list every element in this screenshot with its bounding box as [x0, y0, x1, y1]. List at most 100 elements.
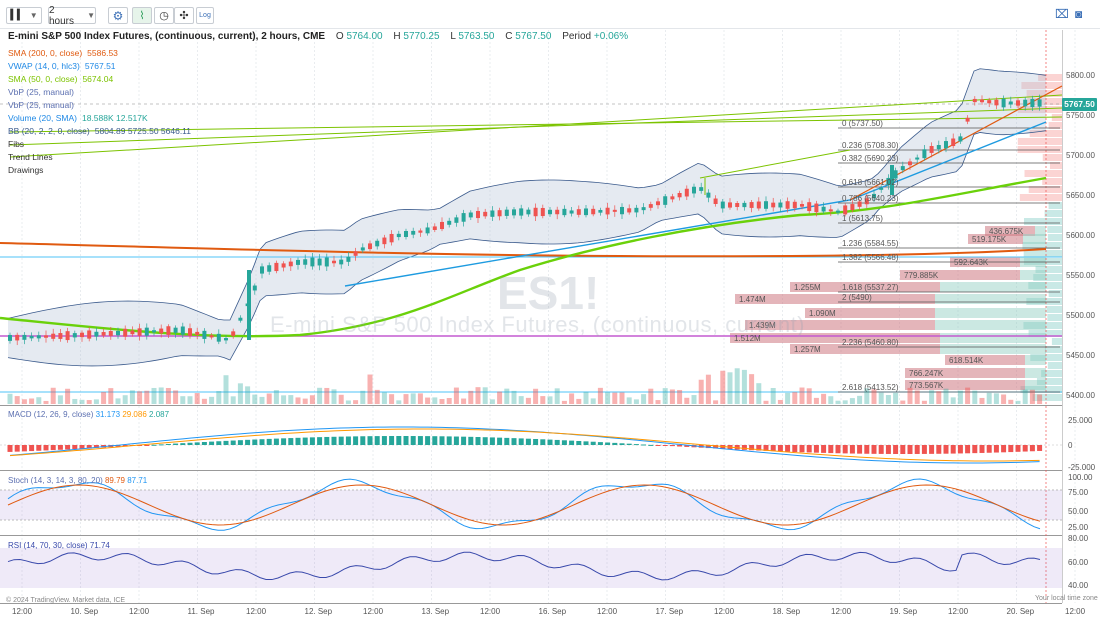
settings-button[interactable]: ⚙ [108, 7, 128, 24]
legend-sma200[interactable]: SMA (200, 0, close) 5586.53 [8, 48, 123, 58]
macd-histogram-bar [792, 445, 798, 452]
macd-axis-label: -25.000 [1068, 463, 1096, 472]
vbp-bar [1051, 338, 1062, 345]
volume-bar [612, 392, 618, 404]
compare-button[interactable]: ✣ [174, 7, 194, 24]
macd-histogram-bar [432, 436, 438, 445]
fib-level-label: 1.236 (5584.55) [842, 239, 899, 248]
legend-trend-lines[interactable]: Trend Lines [8, 152, 58, 162]
macd-histogram-bar [713, 445, 719, 449]
vbp-bar [945, 355, 1025, 365]
log-scale-button[interactable]: Log [196, 7, 214, 24]
rsi-axis-label: 60.00 [1068, 558, 1089, 567]
volume-bar [345, 400, 351, 404]
volume-bar [943, 388, 949, 404]
volume-bar [641, 394, 647, 404]
candle-body [339, 259, 344, 265]
candle-body [252, 285, 257, 291]
vbp-bar [940, 344, 1046, 354]
volume-bar [518, 396, 524, 404]
macd-label: MACD (12, 26, 9, close) [8, 410, 94, 419]
candle-body [173, 327, 178, 333]
macd-histogram-bar [907, 445, 913, 454]
legend-vwap[interactable]: VWAP (14, 0, hlc3) 5767.51 [8, 61, 121, 71]
candle-body [87, 330, 92, 339]
stoch-legend[interactable]: Stoch (14, 3, 14, 3, 80, 20) 89.79 87.71 [8, 476, 147, 485]
legend-fibs[interactable]: Fibs [8, 139, 29, 149]
vbp-label: 1.512M [734, 334, 761, 343]
candle-body [548, 209, 552, 215]
volume-bar [144, 390, 150, 404]
macd-histogram-bar [705, 445, 711, 449]
indicators-button[interactable]: ⌇ [132, 7, 152, 24]
interval-select[interactable]: 2 hours ▼ [48, 5, 96, 27]
macd-legend[interactable]: MACD (12, 26, 9, close) 31.173 29.086 2.… [8, 410, 169, 419]
chart-type-button[interactable]: ▍▍ ▼ [6, 7, 42, 24]
candle-body [915, 157, 920, 160]
volume-bar [137, 391, 143, 404]
volume-bar [273, 390, 279, 404]
volume-bar [878, 392, 884, 404]
vbp-bar [1027, 98, 1062, 105]
legend-bb[interactable]: BB (20, 2, 2, 0, close) 5804.89 5725.50 5… [8, 126, 196, 136]
volume-bar [727, 372, 733, 404]
volume-bar [432, 397, 438, 404]
candle-body [216, 333, 221, 342]
timezone-note[interactable]: Your local time zone [1035, 595, 1098, 602]
candle-body [519, 208, 524, 216]
bollinger-upper-line [7, 68, 1047, 321]
vbp-bar [1024, 170, 1062, 177]
macd-histogram-bar [619, 443, 625, 445]
close-value: 5767.50 [515, 31, 552, 42]
volume-bar [425, 397, 431, 404]
candle-body [382, 237, 387, 245]
candle-body [533, 207, 538, 217]
rsi-label: RSI (14, 70, 30, close) [8, 541, 88, 550]
fib-level-label: 0.618 (5661.02) [842, 178, 899, 187]
volume-bar [749, 374, 755, 404]
macd-histogram-bar [677, 445, 683, 447]
legend-volume[interactable]: Volume (20, SMA) 18.588K 12.517K [8, 113, 153, 123]
volume-bar [324, 387, 330, 404]
macd-histogram-bar [389, 436, 395, 445]
macd-histogram-bar [741, 445, 747, 450]
macd-histogram-bar [684, 445, 690, 447]
macd-histogram-bar [965, 445, 971, 454]
legend-vbp-2[interactable]: VbP (25, manual) [8, 100, 79, 110]
gear-icon: ⚙ [112, 8, 124, 23]
legend-vbp-1[interactable]: VbP (25, manual) [8, 87, 79, 97]
volume-bar [1037, 394, 1043, 404]
legend-sma50[interactable]: SMA (50, 0, close) 5674.04 [8, 74, 118, 84]
candle-body [821, 206, 826, 212]
legend-value: 5586.53 [87, 48, 118, 58]
replay-button[interactable]: ◷ [154, 7, 174, 24]
rsi-legend[interactable]: RSI (14, 70, 30, close) 71.74 [8, 541, 110, 550]
volume-bar [597, 387, 603, 404]
candle-body [893, 170, 898, 179]
macd-histogram-bar [273, 438, 279, 445]
candle-body [728, 202, 732, 208]
clear-icon[interactable]: ⌧ [1055, 7, 1069, 21]
macd-histogram-bar [194, 442, 200, 445]
macd-histogram-bar [173, 443, 179, 445]
macd-histogram-bar [295, 437, 301, 445]
vbp-bar [1028, 330, 1062, 337]
candle-body [260, 266, 264, 274]
volume-bar [389, 394, 395, 404]
camera-icon[interactable]: ◙ [1075, 7, 1083, 21]
candle-body [526, 209, 531, 215]
vbp-bar [1028, 282, 1062, 289]
candle-body [303, 259, 308, 265]
candle-body [195, 331, 200, 335]
candle-body [447, 220, 452, 225]
candle-body [296, 259, 300, 265]
candle-body [749, 202, 754, 208]
volume-bar [72, 398, 78, 404]
macd-histogram-bar [662, 445, 668, 446]
macd-histogram-bar [605, 442, 611, 445]
vbp-bar [1028, 186, 1062, 193]
legend-drawings[interactable]: Drawings [8, 165, 48, 175]
volume-bar [79, 399, 85, 404]
bollinger-band-area [8, 68, 1046, 366]
